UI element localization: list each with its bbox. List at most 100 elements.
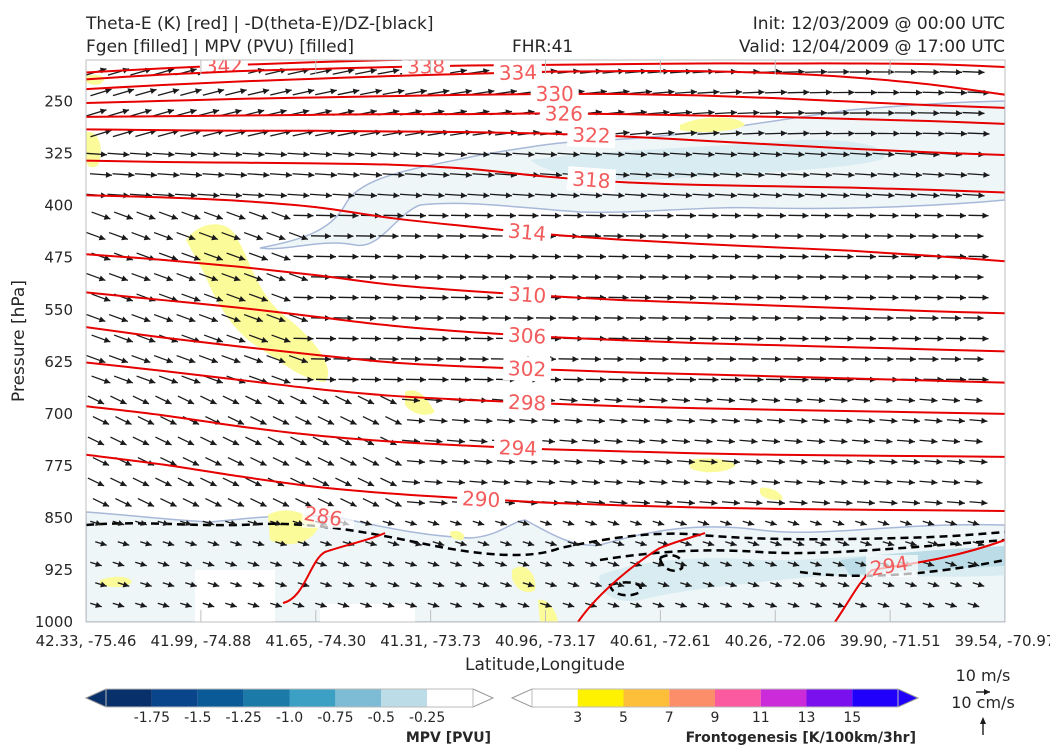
- wind-vector-head: [505, 192, 512, 199]
- wind-vector-head: [690, 130, 697, 137]
- wind-vector-head: [419, 294, 426, 301]
- wind-vector-head: [365, 520, 372, 526]
- wind-vector-head: [657, 561, 665, 567]
- wind-vector-head: [140, 602, 147, 608]
- wind-vector-head: [846, 499, 853, 506]
- wind-vector-head: [752, 233, 759, 240]
- wind-vector-head: [758, 130, 765, 137]
- wind-vector-head: [278, 234, 286, 241]
- wind-vector-head: [803, 89, 810, 96]
- wind-vector-head: [254, 439, 262, 446]
- wind-vector-head: [211, 357, 218, 364]
- wind-vector-head: [734, 376, 741, 383]
- theta-e-290-lowlevel-line: [577, 532, 706, 622]
- wind-vector-head: [398, 171, 405, 178]
- wind-vector-head: [437, 315, 444, 322]
- wind-vector-head: [908, 479, 915, 486]
- wind-vector-head: [527, 274, 534, 281]
- wind-vector-head: [553, 417, 560, 424]
- wind-vector-head: [413, 479, 420, 486]
- mpv-colorbar-tick: -1.0: [276, 710, 303, 726]
- theta-e-label-bg: [539, 101, 588, 126]
- wind-vector-head: [217, 88, 225, 95]
- wind-vector-head: [550, 151, 557, 158]
- wind-vector-head: [775, 540, 782, 547]
- wind-vector-head: [729, 315, 736, 322]
- wind-vector-head: [780, 130, 787, 137]
- wind-vector-head: [667, 335, 674, 342]
- wind-vector-head: [275, 520, 282, 526]
- wind-vector-head: [119, 398, 127, 405]
- wind-vector-head: [349, 419, 357, 425]
- wind-vector-head: [639, 233, 646, 240]
- wind-vector-head: [347, 233, 354, 240]
- wind-vector-head: [977, 356, 984, 363]
- wind-vector-head: [860, 561, 867, 567]
- wind-vector-head: [662, 356, 669, 363]
- wind-vector-head: [955, 192, 962, 199]
- theta-e-label-bg: [502, 355, 552, 382]
- wind-vector-head: [730, 540, 737, 547]
- wind-vector-head: [847, 294, 854, 301]
- x-tick-label: 41.99, -74.88: [150, 632, 251, 650]
- theta-e-label-group: 302: [502, 355, 552, 382]
- wind-vector-head: [706, 397, 713, 404]
- wind-vector-head: [342, 602, 350, 608]
- wind-vector-head: [374, 335, 381, 342]
- wind-vector-head: [192, 460, 200, 466]
- wind-vector-head: [932, 581, 940, 588]
- wind-vector-head: [712, 294, 719, 301]
- wind-vector-head: [299, 439, 307, 446]
- wind-vector-head: [733, 458, 740, 465]
- wind-vector-head: [887, 274, 894, 281]
- wind-vector-head: [734, 335, 741, 342]
- wind-vector-head: [819, 356, 826, 363]
- wind-vector-head: [936, 417, 943, 424]
- wind-vector-head: [347, 109, 355, 115]
- wind-vector-head: [937, 294, 944, 301]
- wind-vector-head: [820, 192, 827, 199]
- wind-vector-head: [645, 171, 652, 178]
- wind-vector-head: [508, 458, 515, 465]
- wind-vector-head: [668, 89, 675, 96]
- wind-vector-head: [983, 171, 990, 178]
- wind-vector-head: [442, 88, 450, 95]
- wind-vector-head: [193, 255, 201, 261]
- wind-vector-head: [958, 458, 965, 465]
- wind-vector-head: [240, 88, 247, 95]
- wind-vector-head: [389, 480, 397, 487]
- wind-vector-head: [486, 417, 493, 424]
- wind-vector-head: [166, 275, 173, 282]
- wind-vector-head: [278, 316, 286, 323]
- y-tick-label: 925: [44, 561, 73, 579]
- wind-vector-head: [397, 88, 405, 95]
- wind-vector-head: [481, 438, 488, 445]
- wind-vector-head: [666, 499, 673, 506]
- wind-vector-head: [372, 419, 380, 425]
- wind-vector-head: [593, 438, 600, 445]
- wind-vector-head: [640, 581, 647, 588]
- wind-vector-head: [950, 602, 957, 608]
- wind-vector-head: [121, 316, 128, 323]
- wind-vector-head: [892, 335, 899, 342]
- theta-e-label-group: 342: [199, 60, 249, 79]
- mpv-colorbar-swatch: [335, 689, 382, 707]
- wind-vector-head: [455, 602, 462, 608]
- wind-vector-head: [393, 192, 400, 199]
- x-axis-label: Latitude,Longitude: [465, 655, 625, 675]
- wind-vector-head: [888, 69, 895, 76]
- wind-vector-head: [508, 417, 515, 424]
- wind-vector-head: [819, 315, 826, 322]
- wind-vector-head: [908, 438, 915, 445]
- mpv-colorbar-swatch: [289, 689, 336, 707]
- fgen-blob-6: [690, 458, 735, 473]
- wind-vector-head: [932, 540, 940, 547]
- theta-e-label-bg: [456, 485, 506, 513]
- wind-vector-head: [576, 458, 583, 465]
- wind-vector-head: [500, 602, 507, 608]
- wind-vector-head: [148, 214, 156, 220]
- fgen-blob-5: [405, 390, 435, 415]
- wind-vector-head: [571, 397, 578, 404]
- wind-vector-head: [352, 88, 360, 95]
- wind-vector-head: [593, 479, 600, 486]
